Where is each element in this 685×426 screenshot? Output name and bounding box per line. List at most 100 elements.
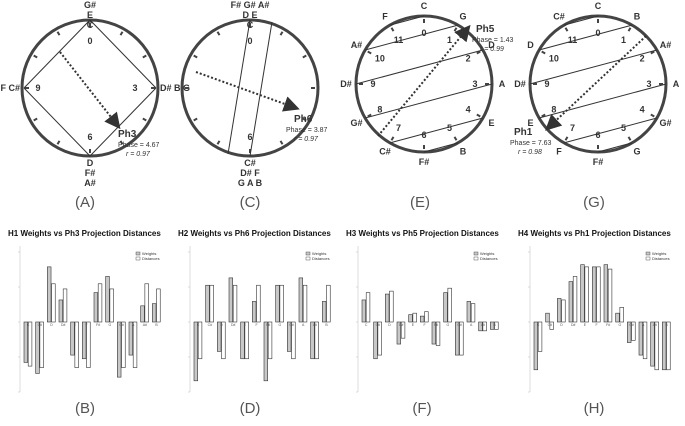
weight-bar (23, 321, 28, 363)
tick-mark (33, 54, 38, 59)
tick-mark (193, 54, 198, 59)
panel-label-a: (A) (75, 194, 95, 211)
phase-vector (59, 51, 121, 130)
pitch-chord (23, 19, 91, 89)
number-label: 0 (87, 36, 92, 46)
tick-mark (650, 113, 655, 118)
distance-bar (279, 284, 284, 323)
tick-mark (56, 140, 61, 145)
pitch-chord (563, 117, 658, 144)
number-label: 11 (394, 35, 404, 45)
weight-bar (217, 321, 222, 352)
category-label: A (470, 323, 473, 327)
weight-bar (93, 292, 98, 323)
legend-swatch-weights (473, 251, 479, 256)
r-text: r = 0.98 (518, 149, 542, 156)
number-label: 5 (447, 123, 452, 133)
weight-bar (228, 277, 233, 323)
distance-bar (209, 284, 214, 323)
tick-mark (367, 50, 372, 55)
arrow-label: Ph6 (294, 114, 313, 125)
note-label: C# (379, 147, 391, 157)
category-label: G (278, 323, 281, 327)
bar-chart-h3: H3 Weights vs Ph5 Projection Distances C… (346, 229, 499, 393)
note-label: G (459, 11, 466, 21)
tick-mark (216, 140, 221, 145)
weight-bar (396, 321, 401, 345)
distance-bar (389, 290, 394, 323)
panel-label-g: (G) (583, 194, 605, 211)
distance-bar (62, 288, 68, 323)
distance-bar (400, 321, 406, 339)
legend-label: Distances (142, 256, 160, 261)
distance-bar (412, 312, 417, 323)
distance-bar (596, 266, 601, 323)
category-label: D (560, 323, 563, 327)
legend-swatch-distances (645, 256, 651, 261)
number-label: 2 (466, 54, 471, 64)
weight-bar (662, 321, 667, 371)
panel-label-c: (C) (240, 194, 261, 211)
number-label: 9 (35, 83, 40, 93)
distance-bar (197, 321, 203, 360)
pitch-chord (389, 117, 484, 144)
category-label: B (155, 323, 158, 327)
weight-bar (568, 281, 573, 323)
weight-bar (431, 321, 436, 345)
legend-swatch-distances (135, 256, 141, 261)
distance-bar (642, 321, 648, 360)
category-label: E (244, 323, 247, 327)
legend-swatch-distances (473, 256, 479, 261)
tick-mark (279, 31, 284, 36)
category-label: G (618, 323, 621, 327)
weight-bar (466, 301, 471, 323)
category-label: C (27, 323, 30, 327)
weight-bar (455, 321, 460, 356)
pitch-ticks (185, 23, 315, 153)
number-label: 8 (551, 105, 556, 115)
weight-bar (650, 321, 655, 367)
tick-mark (453, 136, 458, 141)
tick-mark (476, 113, 481, 118)
tick-mark (390, 136, 395, 141)
legend-swatch-weights (135, 251, 141, 256)
tick-mark (142, 117, 147, 122)
category-label: C (537, 323, 540, 327)
bar-chart-h1: H1 Weights vs Ph3 Projection Distances C… (8, 229, 161, 393)
number-label: 1 (621, 35, 626, 45)
pitch-chord (364, 24, 459, 51)
category-label: A# (143, 323, 147, 327)
number-label: 4 (640, 105, 645, 115)
weight-bar (140, 305, 145, 323)
distance-bar (365, 292, 371, 323)
note-label: G# (350, 118, 362, 128)
distance-bar (27, 321, 33, 367)
weight-bar (252, 301, 257, 323)
pitch-chord (89, 19, 157, 89)
category-label: D# (231, 323, 236, 327)
weight-bar (322, 301, 327, 323)
distance-bar (549, 321, 554, 330)
weight-bar (420, 315, 425, 323)
distance-bar (326, 284, 331, 323)
legend-label: Distances (480, 256, 498, 261)
tick-mark (564, 27, 569, 32)
legend-swatch-distances (305, 256, 311, 261)
weight-bar (47, 266, 52, 323)
circle-diagram-g: 0 1 2 3 4 5 6 7 8 9 10 11 C B A# A G# G F# F E D# D C# Ph1 Pha… (510, 1, 680, 167)
distance-bar (51, 283, 56, 323)
panel-label-d: (D) (240, 400, 261, 417)
legend-swatch-weights (305, 251, 311, 256)
legend-swatch-weights (645, 251, 651, 256)
distance-bar (482, 321, 487, 332)
distance-bar (121, 321, 126, 368)
chart-title: H2 Weights vs Ph6 Projection Distances (178, 229, 331, 238)
pitch-chord (389, 15, 425, 26)
number-label: 0 (421, 28, 426, 38)
pitch-ticks (533, 19, 663, 149)
tick-mark (193, 117, 198, 122)
category-label: G (108, 323, 111, 327)
weight-bar (580, 264, 585, 323)
number-label: 9 (544, 79, 549, 89)
category-label: F (423, 323, 425, 327)
